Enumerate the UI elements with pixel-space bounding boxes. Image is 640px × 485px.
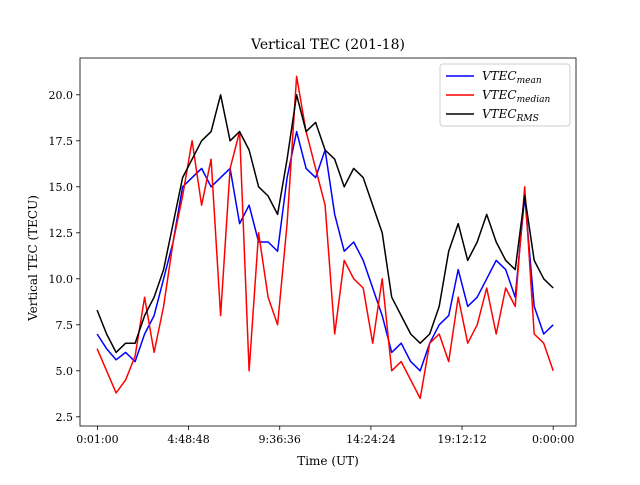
x-tick-label: 9:36:36 [259, 433, 301, 446]
legend-label-median: VTECmedian [482, 88, 550, 105]
y-tick-label: 12.5 [49, 227, 74, 240]
y-tick-label: 20.0 [49, 89, 74, 102]
x-tick-label: 19:12:12 [437, 433, 486, 446]
y-axis-title: Vertical TEC (TECU) [26, 195, 40, 322]
x-tick-label: 0:00:00 [532, 433, 574, 446]
series-layer [96, 75, 554, 400]
y-tick-label: 5.0 [56, 365, 74, 378]
y-tick-label: 15.0 [49, 181, 74, 194]
plot-frame [79, 57, 577, 427]
x-tick-label: 0:01:00 [76, 433, 118, 446]
legend-label-rms: VTECRMS [482, 107, 539, 124]
y-tick-label: 10.0 [49, 273, 74, 286]
x-axis-title: Time (UT) [297, 454, 359, 468]
y-tick-label: 2.5 [56, 411, 74, 424]
series-line-rms [96, 94, 554, 354]
series-line-median [96, 75, 554, 400]
legend-box [439, 63, 571, 127]
y-tick-label: 17.5 [49, 135, 74, 148]
x-tick-label: 14:24:24 [346, 433, 395, 446]
y-tick-label: 7.5 [56, 319, 74, 332]
axis-layer: 0:01:00 4:48:48 9:36:36 14:24:24 19:12:12 0:0… [49, 89, 575, 446]
legend-label-mean: VTECmean [482, 69, 542, 86]
x-tick-label: 4:48:48 [167, 433, 209, 446]
legend: VTECmean VTECmedian VTECRMS [439, 63, 571, 127]
chart-title: Vertical TEC (201-18) [250, 37, 405, 53]
